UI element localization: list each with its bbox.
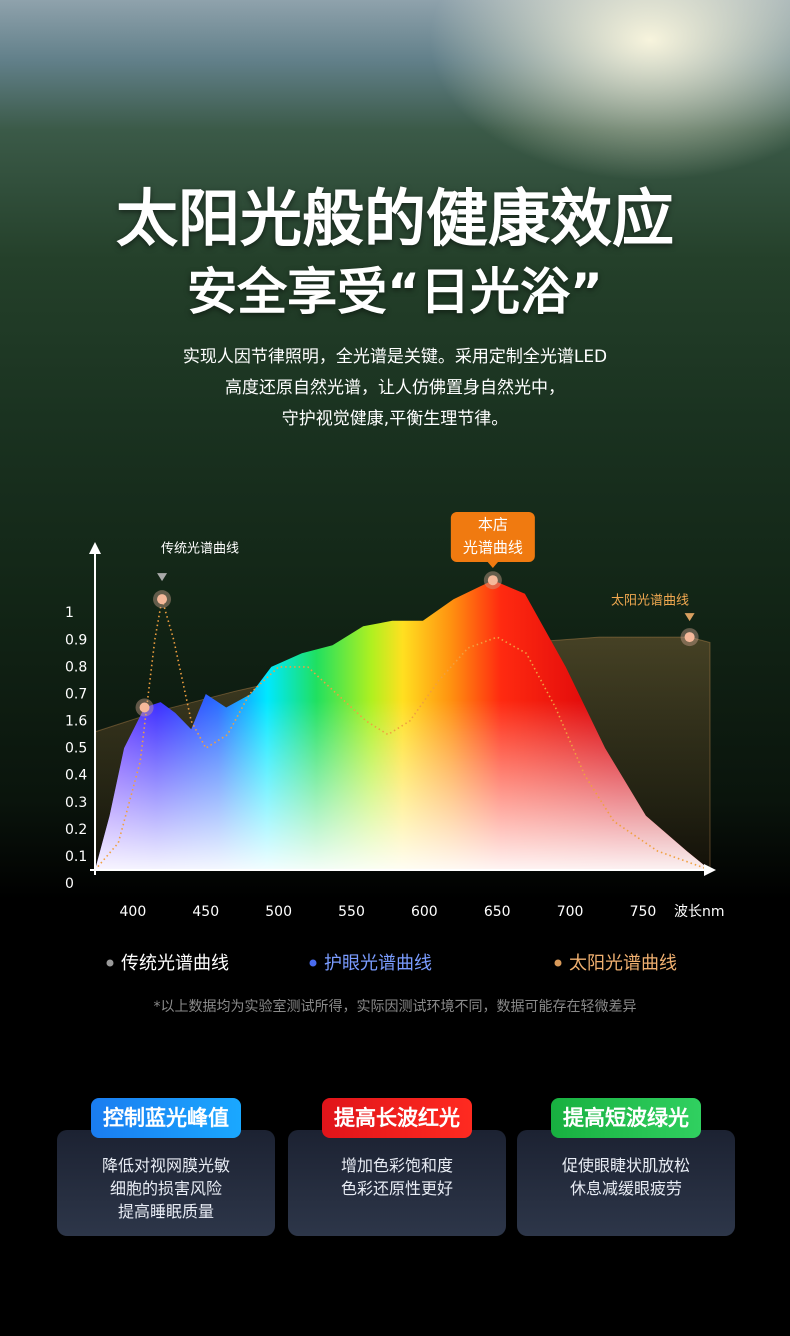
description-line: 实现人因节律照明，全光谱是关键。采用定制全光谱LED bbox=[182, 347, 608, 367]
point-marker bbox=[487, 575, 498, 586]
x-tick-label: 750 bbox=[630, 904, 657, 920]
feature-line: 休息减缓眼疲劳 bbox=[569, 1179, 682, 1198]
description-line: 守护视觉健康,平衡生理节律。 bbox=[281, 409, 509, 429]
y-tick-label: 0.3 bbox=[65, 795, 87, 811]
annotation: 本店 bbox=[478, 516, 508, 534]
description: 实现人因节律照明，全光谱是关键。采用定制全光谱LED 高度还原自然光谱，让人仿佛… bbox=[0, 342, 790, 435]
note: *以上数据均为实验室测试所得，实际因测试环境不同，数据可能存在轻微差异 bbox=[154, 998, 637, 1015]
y-tick-label: 0.7 bbox=[65, 686, 87, 702]
y-tick-label: 0 bbox=[65, 876, 74, 892]
feature-title: 提高长波红光 bbox=[322, 1098, 472, 1138]
legend-marker bbox=[554, 959, 562, 967]
feature-line: 色彩还原性更好 bbox=[340, 1179, 453, 1198]
y-tick-label: 0.9 bbox=[65, 632, 87, 648]
feature-text: 增加色彩饱和度 色彩还原性更好 bbox=[288, 1154, 506, 1200]
feature-line: 降低对视网膜光敏 bbox=[101, 1156, 230, 1175]
point-marker bbox=[139, 702, 150, 713]
x-tick-label: 600 bbox=[411, 904, 438, 920]
x-axis-label: 波长nm bbox=[674, 904, 725, 920]
y-tick-label: 1 bbox=[65, 605, 74, 621]
annotation-box bbox=[450, 512, 535, 562]
legend-label: 护眼光谱曲线 bbox=[324, 953, 432, 974]
y-tick-label: 0.8 bbox=[65, 659, 87, 675]
feature-title: 提高短波绿光 bbox=[551, 1098, 701, 1138]
feature-line: 提高睡眠质量 bbox=[117, 1202, 214, 1221]
title: 太阳光般的健康效应 bbox=[115, 182, 674, 255]
y-tick-label: 0.2 bbox=[65, 822, 87, 838]
point-marker bbox=[684, 632, 695, 643]
feature-text: 促使眼睫状肌放松 休息减缓眼疲劳 bbox=[517, 1154, 735, 1200]
x-tick-label: 500 bbox=[265, 904, 292, 920]
axes bbox=[89, 542, 716, 876]
feature-line: 细胞的损害风险 bbox=[109, 1179, 222, 1198]
x-axis-arrow bbox=[704, 864, 716, 876]
plot bbox=[94, 580, 711, 871]
y-tick-label: 0.1 bbox=[65, 849, 87, 865]
feature-title: 控制蓝光峰值 bbox=[91, 1098, 241, 1138]
y-axis-arrow bbox=[89, 542, 101, 554]
annotation: 太阳光谱曲线 bbox=[611, 594, 689, 609]
feature-line: 促使眼睫状肌放松 bbox=[561, 1156, 690, 1175]
annotation-arrow bbox=[157, 573, 168, 582]
annotation-arrow bbox=[486, 561, 499, 568]
x-tick-label: 650 bbox=[484, 904, 511, 920]
annotation: 光谱曲线 bbox=[463, 539, 523, 557]
feature-card: 降低对视网膜光敏 细胞的损害风险 提高睡眠质量 bbox=[57, 1130, 275, 1236]
y-tick-label: 0.4 bbox=[65, 768, 87, 784]
subtitle: 安全享受“日光浴” bbox=[187, 263, 603, 321]
legend-label: 传统光谱曲线 bbox=[121, 953, 229, 974]
legend-label: 太阳光谱曲线 bbox=[569, 953, 677, 974]
x-tick-label: 450 bbox=[192, 904, 219, 920]
description-line: 高度还原自然光谱，让人仿佛置身自然光中， bbox=[225, 378, 565, 398]
point-marker bbox=[157, 594, 168, 605]
chart: 波长nm *以上数据均为实验室测试所得，实际因测试环境不同，数据可能存在轻微差异… bbox=[65, 512, 725, 1015]
x-tick-label: 700 bbox=[557, 904, 584, 920]
x-tick-label: 400 bbox=[120, 904, 147, 920]
annotation: 传统光谱曲线 bbox=[161, 542, 239, 557]
x-tick-label: 550 bbox=[338, 904, 365, 920]
annotation-arrow bbox=[684, 613, 695, 622]
y-tick-label: 0.5 bbox=[65, 741, 87, 757]
feature-card: 促使眼睫状肌放松 休息减缓眼疲劳 bbox=[517, 1130, 735, 1236]
legend-marker bbox=[309, 959, 317, 967]
feature-line: 增加色彩饱和度 bbox=[340, 1156, 453, 1175]
feature-card: 增加色彩饱和度 色彩还原性更好 bbox=[288, 1130, 506, 1236]
legend-marker bbox=[106, 959, 114, 967]
y-tick-label: 1.6 bbox=[65, 714, 87, 730]
feature-text: 降低对视网膜光敏 细胞的损害风险 提高睡眠质量 bbox=[57, 1154, 275, 1223]
